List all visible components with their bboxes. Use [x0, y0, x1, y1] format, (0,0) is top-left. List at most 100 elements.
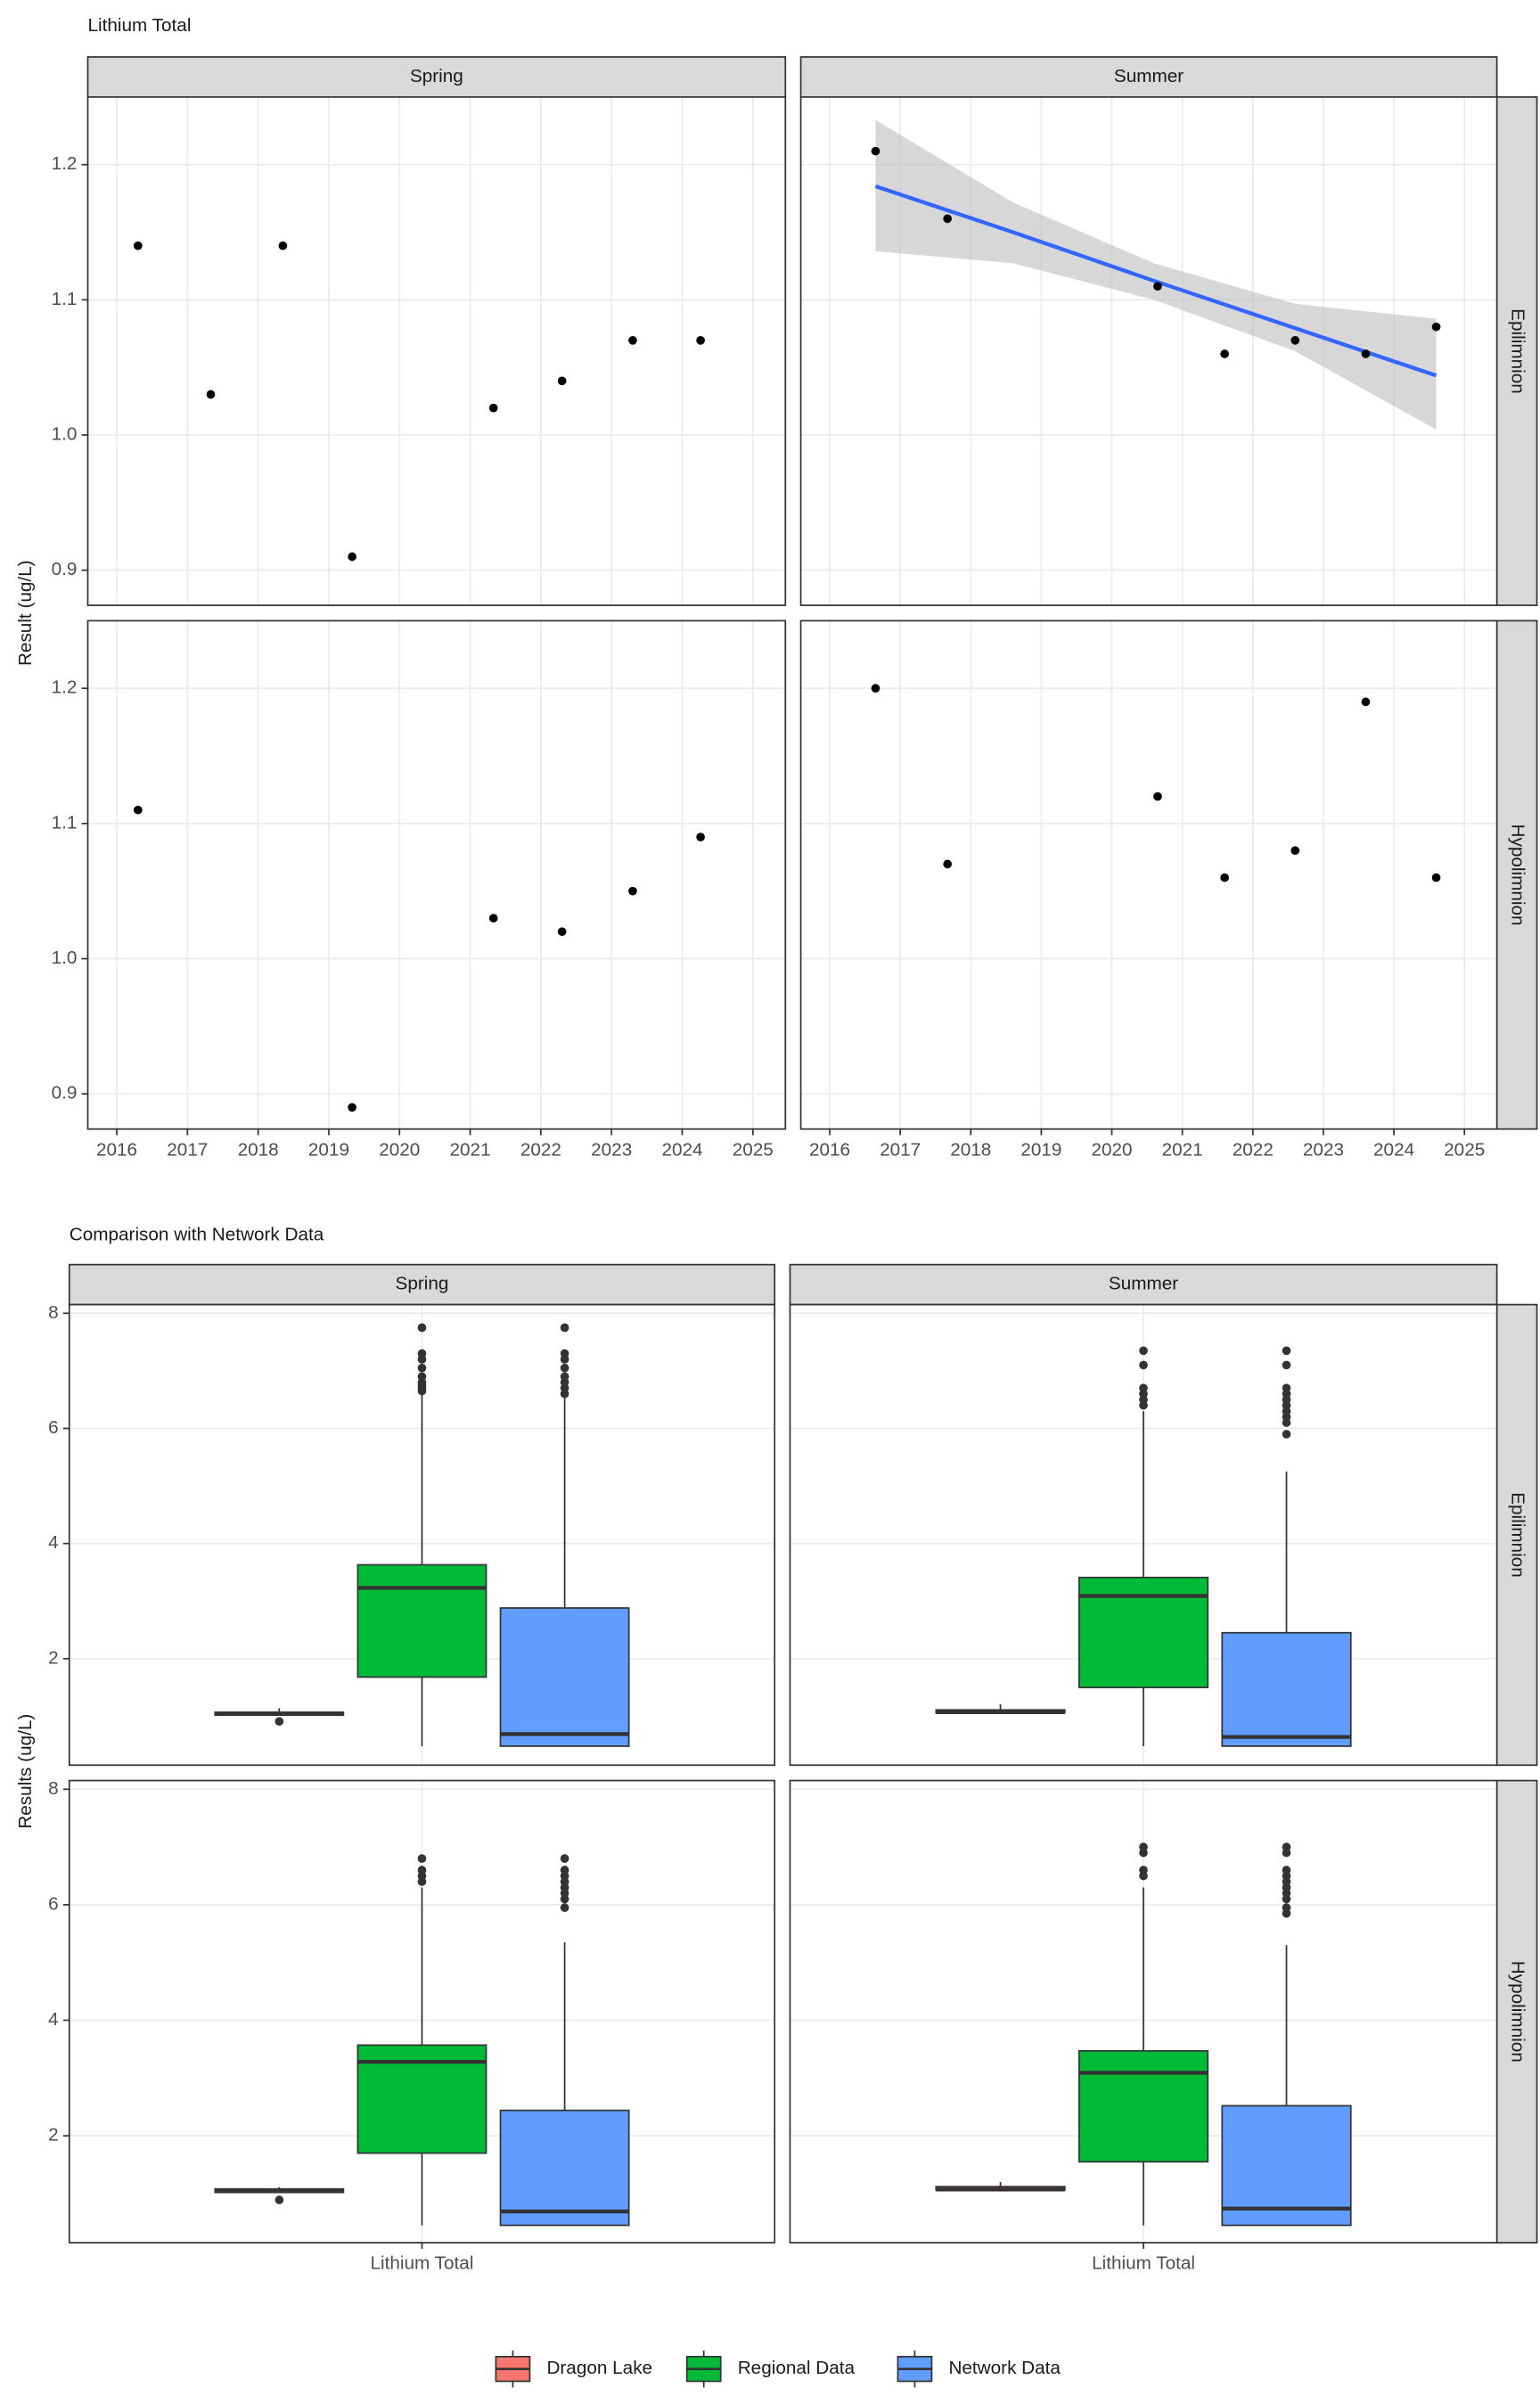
y-axis-label: Result (ug/L) [15, 560, 36, 666]
outlier [1282, 1383, 1291, 1393]
facet-label: Epilimnion [1508, 1492, 1528, 1578]
data-point [488, 914, 498, 923]
y-tick-label: 0.9 [52, 559, 78, 579]
facet-strip [1495, 1303, 1538, 1767]
data-point [133, 241, 143, 250]
x-tick-label: 2016 [809, 1139, 850, 1160]
x-tick-label: 2020 [1091, 1139, 1132, 1160]
outlier [560, 1363, 569, 1373]
x-tick-label: 2016 [96, 1139, 137, 1160]
data-point [1431, 873, 1441, 882]
box [499, 2109, 630, 2227]
data-point [1290, 846, 1300, 856]
data-point [696, 336, 705, 345]
y-tick-label: 8 [48, 1778, 59, 1799]
y-tick-label: 1.1 [52, 289, 78, 309]
outlier [417, 1854, 427, 1863]
panel-border [789, 1303, 1498, 1767]
y-tick-label: 2 [48, 1647, 59, 1668]
outlier [560, 1866, 569, 1875]
data-point [1361, 349, 1371, 358]
data-point [488, 403, 498, 413]
legend-label: Network Data [948, 2358, 1061, 2378]
box [1221, 1631, 1352, 1747]
y-tick-label: 1.2 [52, 153, 78, 174]
y-tick-label: 1.2 [52, 677, 78, 698]
x-tick-label: 2025 [1444, 1139, 1485, 1160]
facet-strip [86, 56, 787, 98]
outlier [1282, 1866, 1291, 1875]
outlier [417, 1323, 427, 1333]
box [356, 1563, 487, 1678]
y-tick-label: 6 [48, 1417, 59, 1438]
outlier [1282, 1842, 1291, 1851]
outlier [417, 1363, 427, 1373]
box [1077, 2049, 1209, 2163]
box [1221, 2105, 1352, 2227]
x-tick-label: 2023 [1303, 1139, 1344, 1160]
trend-line [874, 184, 1438, 378]
y-tick-label: 6 [48, 1893, 59, 1914]
outlier [1139, 1383, 1148, 1393]
data-point [1220, 349, 1229, 358]
data-point [133, 805, 143, 815]
panel-background [800, 620, 1497, 1129]
data-point [1220, 873, 1229, 882]
x-tick-label: Lithium Total [371, 2253, 474, 2274]
confidence-band [875, 119, 1437, 430]
outlier [560, 1323, 569, 1333]
panel-border [789, 1779, 1498, 2244]
x-tick-label: 2017 [880, 1139, 921, 1160]
outlier [274, 1717, 284, 1727]
panel-border [86, 620, 787, 1130]
data-point [871, 684, 881, 693]
outlier [1282, 1360, 1291, 1370]
outlier [1282, 1430, 1291, 1439]
x-tick-label: Lithium Total [1092, 2253, 1195, 2274]
facet-label: Hypolimnion [1508, 824, 1528, 925]
data-point [943, 214, 952, 224]
facet-label: Spring [396, 1274, 449, 1294]
x-tick-label: 2019 [1020, 1139, 1061, 1160]
y-tick-label: 4 [48, 1532, 59, 1553]
panel-border [799, 95, 1498, 606]
facet-label: Summer [1109, 1274, 1178, 1294]
y-tick-label: 2 [48, 2125, 59, 2146]
x-tick-label: 2022 [520, 1139, 561, 1160]
data-point [1361, 697, 1371, 707]
data-point [278, 241, 288, 250]
panel-border [68, 1303, 776, 1767]
outlier [560, 1854, 569, 1863]
x-tick-label: 2020 [379, 1139, 420, 1160]
legend-label: Regional Data [738, 2358, 856, 2378]
data-point [628, 336, 637, 345]
outlier [274, 2195, 284, 2204]
data-point [348, 552, 356, 562]
facet-label: Epilimnion [1508, 308, 1528, 394]
panel-background [87, 620, 786, 1129]
facet-strip [1495, 95, 1538, 606]
data-point [1153, 792, 1162, 801]
data-point [871, 146, 881, 156]
outlier [417, 1866, 427, 1875]
y-tick-label: 4 [48, 2009, 59, 2030]
x-tick-label: 2018 [238, 1139, 279, 1160]
y-tick-label: 1.1 [52, 812, 78, 833]
outlier [1139, 1360, 1148, 1370]
box [1077, 1576, 1209, 1688]
outlier [560, 1372, 569, 1382]
panel-border [68, 1779, 776, 2244]
x-tick-label: 2021 [450, 1139, 491, 1160]
data-point [557, 927, 567, 937]
outlier [417, 1349, 427, 1358]
chart-title: Comparison with Network Data [70, 1224, 324, 1244]
facet-strip [1495, 620, 1538, 1130]
x-tick-label: 2024 [661, 1139, 702, 1160]
outlier [560, 1349, 569, 1358]
data-point [348, 1103, 356, 1112]
x-tick-label: 2018 [950, 1139, 991, 1160]
outlier [1139, 1842, 1148, 1851]
data-point [943, 859, 952, 869]
